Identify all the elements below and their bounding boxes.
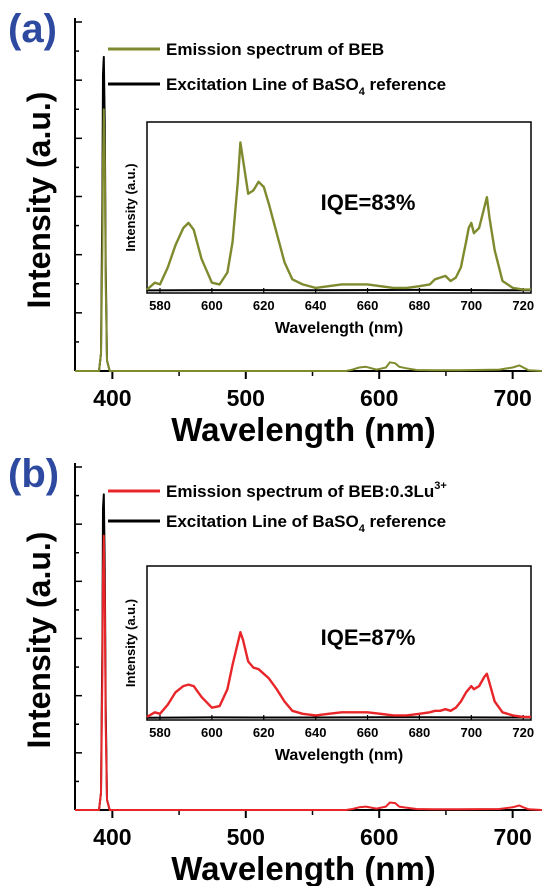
inset-x-tick-label: 680 [409,725,431,740]
legend-entry-emission: Emission spectrum of BEB:0.3Lu3+ [166,480,447,501]
inset-x-tick-label: 700 [460,725,482,740]
x-tick-label: 600 [360,385,398,411]
inset-series-emission [146,141,531,291]
inset-x-axis-label: Wavelength (nm) [275,747,403,764]
y-axis-label: Intensity (a.u.) [21,532,57,749]
inset-x-tick-label: 580 [149,298,171,313]
x-axis-label: Wavelength (nm) [171,850,436,886]
y-axis-label: Intensity (a.u.) [21,92,57,309]
legend-entry-reference: Excitation Line of BaSO4 reference [166,512,446,535]
inset-x-tick-label: 720 [512,725,534,740]
x-tick-label: 400 [93,824,131,850]
inset-x-tick-label: 600 [201,725,223,740]
inset-series-emission [146,631,531,719]
x-axis-label: Wavelength (nm) [171,411,436,448]
inset-y-axis-label: Intensity (a.u.) [123,599,138,687]
inset-chart: 580 600 620 640 660 680 700 720 Wavelength (nm) I… [123,565,534,764]
inset-chart: 580 600 620 640 660 680 700 720 Wavelength (nm) I… [123,121,534,337]
inset-series-reference [146,716,532,719]
iqe-annotation: IQE=83% [321,190,416,215]
iqe-annotation: IQE=87% [321,625,416,650]
inset-x-tick-label: 640 [305,298,327,313]
panel-a: (a) 400 500 600 700 Wavelength (nm) Intensity … [8,7,542,448]
inset-frame [146,565,532,721]
x-tick-label: 600 [360,824,398,850]
x-tick-label: 500 [227,824,265,850]
legend-entry-emission: Emission spectrum of BEB [166,40,384,59]
inset-x-tick-label: 660 [357,298,379,313]
inset-x-tick-label: 700 [460,298,482,313]
inset-y-axis-label: Intensity (a.u.) [123,163,138,251]
inset-x-tick-label: 640 [305,725,327,740]
panel-label: (b) [8,452,59,496]
inset-x-tick-label: 580 [149,725,171,740]
inset-x-axis-label: Wavelength (nm) [275,320,403,337]
inset-x-tick-label: 660 [357,725,379,740]
inset-x-tick-label: 680 [409,298,431,313]
inset-x-tick-label: 620 [253,725,275,740]
x-tick-label: 500 [227,385,265,411]
x-tick-label: 700 [493,385,531,411]
x-tick-label: 400 [93,385,131,411]
legend-entry-reference: Excitation Line of BaSO4 reference [166,75,446,98]
inset-series-reference [146,288,532,292]
panel-b: (b) 400 500 600 700 Wavelength (nm) Intensity … [8,452,542,886]
inset-x-tick-label: 620 [253,298,275,313]
panel-label: (a) [8,7,57,51]
inset-frame [146,121,532,294]
series-line-emission [75,108,542,372]
series-line-emission [75,534,542,811]
inset-x-tick-label: 720 [512,298,534,313]
inset-x-tick-label: 600 [201,298,223,313]
x-tick-label: 700 [493,824,531,850]
